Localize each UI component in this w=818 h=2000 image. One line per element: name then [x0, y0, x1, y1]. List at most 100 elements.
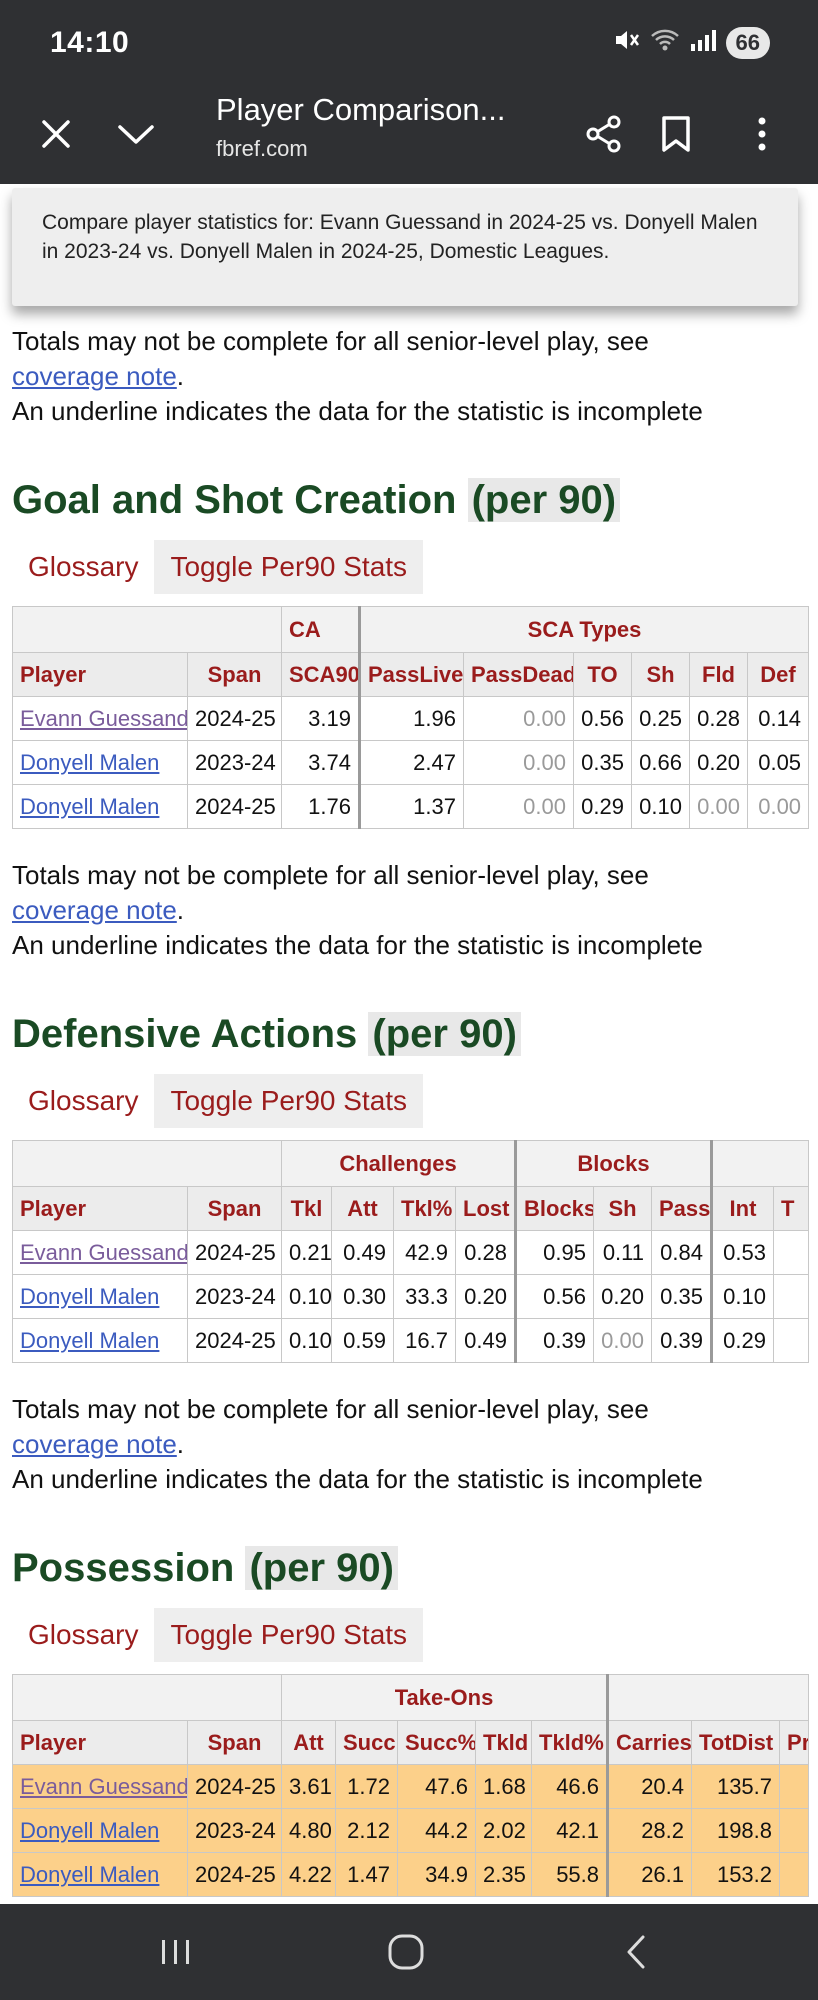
- player-link[interactable]: Donyell Malen: [12, 1318, 188, 1363]
- section-title-possession: Possession (per 90): [12, 1546, 398, 1591]
- battery-indicator: 66: [725, 26, 770, 59]
- col-header[interactable]: Succ: [335, 1720, 398, 1765]
- table-cell: 0.95: [514, 1230, 594, 1275]
- col-header[interactable]: PassLive: [358, 652, 464, 697]
- note-text: Totals may not be complete for all senio…: [12, 860, 649, 890]
- player-link[interactable]: Donyell Malen: [12, 740, 188, 785]
- share-icon[interactable]: [576, 106, 632, 162]
- table-cell: [779, 1852, 810, 1897]
- section-title-text: Defensive Actions: [12, 1012, 358, 1056]
- col-header[interactable]: Tkld%: [530, 1720, 609, 1765]
- col-header[interactable]: PassDead: [463, 652, 574, 697]
- table-row: Donyell Malen 2023-24 3.74 2.47 0.00 0.3…: [12, 740, 810, 785]
- coverage-note-link[interactable]: coverage note: [12, 361, 177, 391]
- tab-glossary[interactable]: Glossary: [28, 551, 139, 582]
- table-cell: 0.39: [651, 1318, 712, 1363]
- player-link[interactable]: Evann Guessand: [12, 1764, 188, 1809]
- table-cell: 33.3: [393, 1274, 456, 1319]
- table-cell: 0.59: [331, 1318, 394, 1363]
- table-cell: [773, 1274, 809, 1319]
- col-header[interactable]: Tkl: [281, 1186, 332, 1231]
- table-row: Donyell Malen 2023-24 4.80 2.12 44.2 2.0…: [12, 1808, 810, 1853]
- possession-table: Take-Ons Player Span Att Succ Succ% Tkld…: [12, 1674, 810, 1897]
- col-header[interactable]: SCA90: [281, 652, 360, 697]
- col-header[interactable]: Def: [746, 652, 810, 697]
- group-blocks: Blocks: [514, 1140, 712, 1187]
- col-header[interactable]: Player: [12, 652, 188, 697]
- table-cell: 0.00: [746, 784, 810, 829]
- player-link[interactable]: Evann Guessand: [12, 696, 188, 741]
- col-header[interactable]: Player: [12, 1720, 188, 1765]
- tab-glossary[interactable]: Glossary: [28, 1619, 139, 1650]
- per90-label: (per 90): [245, 1546, 398, 1590]
- group-blank: [12, 1140, 282, 1187]
- col-header[interactable]: Sh: [631, 652, 690, 697]
- page-title: Player Comparison...: [216, 92, 506, 127]
- browser-toolbar: Player Comparison... fbref.com: [0, 86, 818, 184]
- table-cell: 0.10: [281, 1274, 332, 1319]
- player-link[interactable]: Donyell Malen: [12, 1852, 188, 1897]
- note-period: .: [176, 1429, 185, 1459]
- table-cell: 0.10: [281, 1318, 332, 1363]
- table-cell: 2.47: [358, 740, 464, 785]
- coverage-note: Totals may not be complete for all senio…: [12, 324, 703, 429]
- table-cell: 2024-25: [187, 784, 282, 829]
- player-link[interactable]: Donyell Malen: [12, 1274, 188, 1319]
- gsc-table: CA SCA Types Player Span SCA90 PassLive …: [12, 606, 810, 829]
- page-content[interactable]: Compare player statistics for: Evann Gue…: [0, 184, 818, 1904]
- table-cell: 0.20: [455, 1274, 516, 1319]
- col-header[interactable]: Tkld: [475, 1720, 532, 1765]
- col-header[interactable]: Tkl%: [393, 1186, 456, 1231]
- mute-icon: [612, 26, 640, 59]
- table-cell: 16.7: [393, 1318, 456, 1363]
- home-icon[interactable]: [376, 1926, 436, 1978]
- table-cell: 0.84: [651, 1230, 712, 1275]
- col-header[interactable]: Span: [187, 1720, 282, 1765]
- col-header[interactable]: Att: [331, 1186, 394, 1231]
- more-icon[interactable]: [734, 106, 790, 162]
- coverage-note-link[interactable]: coverage note: [12, 895, 177, 925]
- col-header[interactable]: TotDist: [691, 1720, 781, 1765]
- note-period: .: [176, 895, 185, 925]
- col-header[interactable]: Blocks: [514, 1186, 594, 1231]
- per90-label: (per 90): [467, 478, 621, 522]
- tab-toggle-per90[interactable]: Toggle Per90 Stats: [154, 540, 424, 594]
- close-icon[interactable]: [28, 106, 84, 162]
- col-header[interactable]: Lost: [455, 1186, 516, 1231]
- table-cell: 0.49: [331, 1230, 394, 1275]
- col-header[interactable]: Span: [187, 652, 282, 697]
- tab-toggle-per90[interactable]: Toggle Per90 Stats: [154, 1074, 424, 1128]
- col-header[interactable]: T: [773, 1186, 809, 1231]
- table-cell: 42.9: [393, 1230, 456, 1275]
- player-link[interactable]: Evann Guessand: [12, 1230, 188, 1275]
- recents-icon[interactable]: [146, 1926, 206, 1978]
- col-header[interactable]: Pass: [651, 1186, 712, 1231]
- player-link[interactable]: Donyell Malen: [12, 784, 188, 829]
- group-blank: [710, 1140, 809, 1187]
- col-header[interactable]: Succ%: [397, 1720, 476, 1765]
- table-cell: 28.2: [606, 1808, 693, 1853]
- chevron-down-icon[interactable]: [108, 106, 164, 162]
- table-cell: 0.00: [463, 784, 574, 829]
- col-header[interactable]: Fld: [689, 652, 748, 697]
- table-cell: 0.29: [573, 784, 632, 829]
- col-header[interactable]: Att: [281, 1720, 336, 1765]
- table-cell: 2024-25: [187, 696, 282, 741]
- col-header[interactable]: TO: [573, 652, 632, 697]
- col-header[interactable]: Span: [187, 1186, 282, 1231]
- col-header[interactable]: Player: [12, 1186, 188, 1231]
- col-header[interactable]: Carries: [606, 1720, 693, 1765]
- col-header[interactable]: Int: [710, 1186, 774, 1231]
- coverage-note: Totals may not be complete for all senio…: [12, 1392, 703, 1497]
- table-cell: 2.35: [475, 1852, 532, 1897]
- coverage-note-link[interactable]: coverage note: [12, 1429, 177, 1459]
- tab-toggle-per90[interactable]: Toggle Per90 Stats: [154, 1608, 424, 1662]
- bookmark-icon[interactable]: [648, 106, 704, 162]
- col-header[interactable]: Sh: [593, 1186, 652, 1231]
- back-icon[interactable]: [606, 1926, 666, 1978]
- gsc-tabs: Glossary Toggle Per90 Stats: [12, 540, 424, 594]
- table-cell: 2024-25: [187, 1764, 282, 1809]
- tab-glossary[interactable]: Glossary: [28, 1085, 139, 1116]
- player-link[interactable]: Donyell Malen: [12, 1808, 188, 1853]
- col-header[interactable]: Pr: [779, 1720, 810, 1765]
